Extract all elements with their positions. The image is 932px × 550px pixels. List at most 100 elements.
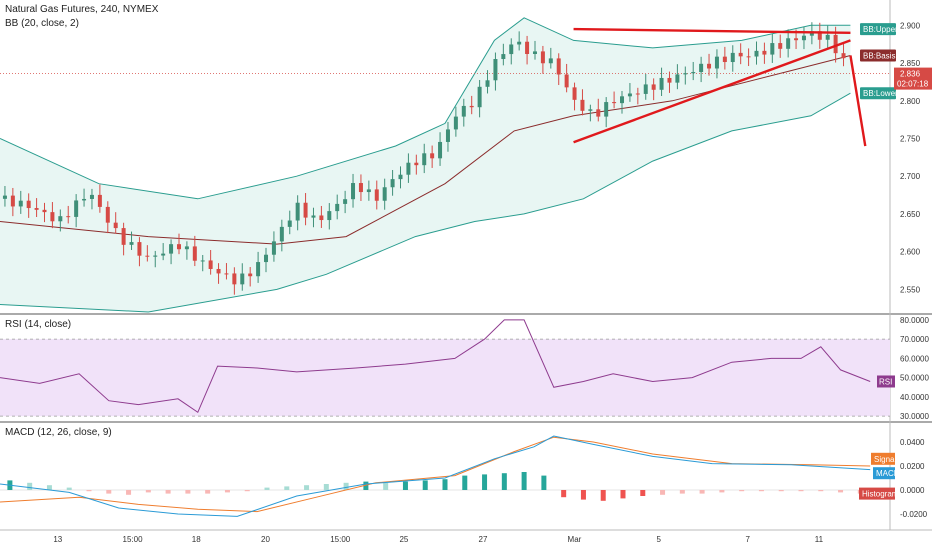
candle-up [264,254,269,263]
bb-indicator-title: BB (20, close, 2) [5,18,79,29]
time-tick-label: 15:00 [123,535,144,544]
price-tick-label: 2.850 [900,59,921,68]
macd-histogram-bar [620,490,626,499]
candle-up [438,141,443,159]
macd-tag-bg [873,467,895,480]
candle-up [311,215,316,218]
macd-histogram-bar [86,490,92,492]
candle-up [406,162,411,175]
candle-up [548,58,553,64]
macd-histogram-bar [106,490,112,494]
candle-up [445,129,450,142]
macd-line [0,435,871,517]
candle-down [224,273,229,275]
candle-down [137,242,142,256]
rsi-tag-bg [877,375,895,388]
candle-down [176,244,181,250]
candle-down [232,273,237,285]
macd-histogram-bar [501,473,507,490]
candle-down [430,153,435,159]
candle-up [532,51,537,55]
candle-down [248,273,253,277]
macd-histogram-bar [264,487,270,490]
macd-histogram-bar [284,486,290,490]
bb-lower-tag-bg [860,87,896,100]
time-tick-label: 27 [479,535,488,544]
macd-histogram-bar [46,485,52,490]
macd-histogram-bar [660,490,666,495]
candle-up [453,116,458,130]
price-tick-label: 2.750 [900,134,921,143]
rsi-band [0,339,890,417]
candle-down [746,56,751,58]
candle-up [382,187,387,201]
trend-line[interactable] [849,55,867,147]
candle-up [89,194,94,199]
candle-down [778,43,783,49]
time-tick-label: 15:00 [330,535,351,544]
macd-histogram-bar [244,490,250,492]
candle-up [422,153,427,166]
macd-histogram-bar [165,490,171,494]
candle-up [485,80,490,87]
candle-up [343,199,348,204]
candle-up [271,241,276,255]
macd-histogram-bar [521,472,527,490]
candle-up [477,86,482,108]
bb-upper-tag-bg [860,23,896,36]
candle-up [256,262,261,277]
candle-up [240,273,245,285]
price-tick-label: 2.700 [900,172,921,181]
candle-up [714,56,719,69]
macd-histogram-bar [580,490,586,500]
candle-down [651,84,656,90]
candle-up [398,174,403,180]
candle-down [216,268,221,274]
candle-up [627,93,632,97]
trend-line[interactable] [573,27,851,35]
candle-up [620,96,625,104]
candle-down [34,208,39,210]
bb-upper-tag: BB:Upper [863,25,898,34]
candle-up [501,54,506,60]
macd-histogram-bar [442,479,448,490]
rsi-tick-label: 70.0000 [900,335,929,344]
macd-histogram-bar [838,490,844,493]
time-tick-label: 11 [815,535,824,544]
candle-down [97,194,102,207]
rsi-tick-label: 30.0000 [900,412,929,421]
trend-line[interactable] [573,39,851,144]
macd-histogram-bar [185,490,191,494]
macd-histogram-bar [462,475,468,490]
candle-up [351,183,356,200]
macd-histogram-bar [561,490,567,498]
macd-histogram-bar [640,490,646,496]
candle-down [26,200,31,209]
rsi-tick-label: 60.0000 [900,354,929,363]
time-tick-label: Mar [568,535,582,544]
candle-up [825,34,830,40]
candle-up [287,220,292,227]
macd-histogram-bar [383,482,389,490]
bb-lower-line [0,92,851,313]
macd-histogram-bar [719,490,725,493]
candle-down [580,99,585,111]
candle-up [153,255,158,257]
candle-up [390,179,395,188]
candle-down [469,105,474,108]
candle-down [833,34,838,54]
candle-down [208,260,213,269]
rsi-tag: RSI [879,377,892,386]
candle-up [643,84,648,94]
candle-up [58,216,63,222]
candle-down [525,41,530,55]
signal-tag-bg [871,452,895,465]
candle-up [200,260,205,262]
candle-up [509,44,514,55]
candle-up [517,41,522,45]
candle-down [738,52,743,57]
candle-up [770,43,775,55]
candle-up [588,109,593,111]
macd-histogram-bar [402,481,408,490]
